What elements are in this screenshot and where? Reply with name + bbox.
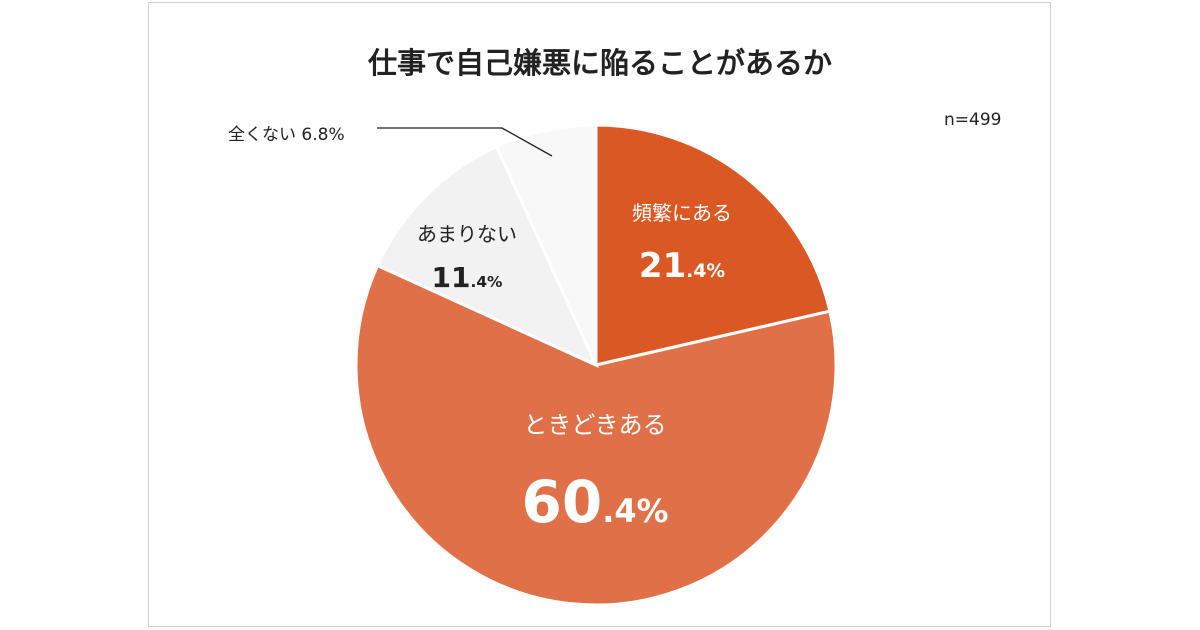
slice-label-3: 全くない 6.8% <box>228 125 345 145</box>
slice-value: 21.4% <box>638 246 726 286</box>
slice-category: あまりない <box>417 222 517 246</box>
pie-slice-3 <box>494 123 598 366</box>
slice-label-1: ときどきある 60.4% <box>522 405 669 536</box>
leader-line <box>377 127 553 157</box>
chart-frame <box>148 2 1051 627</box>
slice-label-0: 頻繁にある 21.4% <box>632 197 732 286</box>
chart-title: 仕事で自己嫌悪に陥ることがあるか <box>367 46 832 80</box>
pie-slice-1 <box>354 263 838 607</box>
slice-value: 60.4% <box>521 468 669 536</box>
pie-slice-2 <box>375 144 600 369</box>
sample-size: n=499 <box>944 110 1002 130</box>
pie-slice-0 <box>594 123 832 367</box>
slice-label-2: あまりない 11.4% <box>417 218 517 294</box>
slice-category: 頻繁にある <box>632 201 732 225</box>
slice-value: 11.4% <box>431 261 503 294</box>
slice-category: ときどきある <box>523 411 667 439</box>
